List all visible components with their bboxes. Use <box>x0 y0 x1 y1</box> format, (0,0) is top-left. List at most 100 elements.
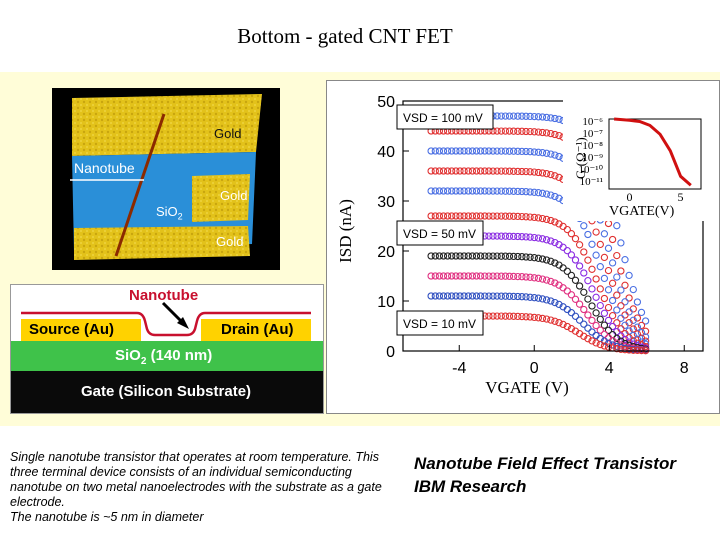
data-point <box>613 319 621 327</box>
annotation-10mv: VSD = 10 mV <box>403 317 476 331</box>
data-point <box>538 189 547 197</box>
data-point <box>443 292 452 300</box>
data-point <box>435 272 444 280</box>
data-point <box>563 322 571 331</box>
data-point <box>551 298 559 307</box>
data-point <box>580 305 588 314</box>
data-point <box>518 127 526 135</box>
data-point <box>600 230 609 238</box>
data-point <box>526 112 534 121</box>
data-point <box>460 252 468 260</box>
data-point <box>493 187 501 195</box>
data-point <box>497 167 505 175</box>
data-point <box>555 152 563 161</box>
data-point <box>526 168 534 176</box>
data-point <box>600 294 609 303</box>
data-point <box>509 232 518 241</box>
data-point <box>448 252 456 260</box>
data-point <box>571 276 580 284</box>
data-point <box>493 127 501 135</box>
data-point <box>497 272 505 280</box>
credit-org: IBM Research <box>414 477 527 496</box>
data-point <box>580 332 588 340</box>
cross-section-illustration <box>11 301 323 413</box>
data-point <box>542 256 551 264</box>
data-point <box>509 112 518 120</box>
inset-y-tick-label: 10⁻⁶ <box>582 116 603 128</box>
data-point <box>493 147 501 155</box>
data-point <box>501 272 510 280</box>
data-point <box>509 167 518 175</box>
data-point <box>431 187 439 195</box>
data-point <box>514 147 522 155</box>
data-point <box>427 147 435 155</box>
data-point <box>584 335 592 343</box>
data-point <box>547 129 555 138</box>
inset-y-tick-label: 10⁻⁹ <box>582 152 603 164</box>
data-point <box>542 170 551 178</box>
x-tick-label: -4 <box>452 360 466 377</box>
data-point <box>604 303 613 312</box>
data-point <box>600 309 609 317</box>
data-point <box>530 254 538 262</box>
data-point <box>551 218 559 226</box>
data-point <box>592 309 600 317</box>
x-tick-label: 0 <box>530 360 539 377</box>
data-point <box>518 187 526 196</box>
y-tick-label: 50 <box>377 94 395 111</box>
data-point <box>448 292 456 300</box>
data-point <box>493 232 501 240</box>
data-point <box>431 292 439 300</box>
data-point <box>435 147 444 155</box>
data-point <box>551 114 559 123</box>
data-point <box>481 187 489 195</box>
data-point <box>584 230 592 239</box>
data-point <box>563 247 571 255</box>
data-point <box>518 112 526 120</box>
caption-diameter: The nanotube is ~5 nm in diameter <box>10 510 204 524</box>
data-point <box>472 147 481 155</box>
data-point <box>542 236 551 244</box>
data-point <box>518 253 526 261</box>
data-point <box>476 212 485 220</box>
data-point <box>551 151 559 159</box>
data-point <box>518 212 526 221</box>
data-point <box>452 167 460 175</box>
data-point <box>452 272 460 280</box>
data-point <box>497 212 505 220</box>
data-point <box>633 323 642 331</box>
data-point <box>625 338 633 346</box>
data-point <box>460 147 468 155</box>
data-point <box>485 147 493 155</box>
data-point <box>514 167 522 176</box>
data-point <box>497 252 505 260</box>
data-point <box>571 256 580 264</box>
data-point <box>472 167 481 175</box>
inset-x-tick-label: 0 <box>626 190 632 204</box>
afm-label-nanotube: Nanotube <box>74 160 135 176</box>
data-point <box>522 313 530 321</box>
data-point <box>505 112 514 120</box>
data-point <box>427 167 435 175</box>
source-label: Source (Au) <box>29 321 115 338</box>
series-5 <box>427 212 650 351</box>
gold-electrode-top <box>72 94 262 156</box>
data-point <box>431 212 439 220</box>
data-point <box>526 313 534 321</box>
data-point <box>571 295 580 303</box>
afm-label-gold-bottom: Gold <box>216 234 244 249</box>
oxide-label: SiO2 (140 nm) <box>115 347 213 367</box>
series-7 <box>427 252 650 353</box>
data-point <box>485 167 493 175</box>
data-point <box>633 330 642 338</box>
data-point <box>431 252 439 260</box>
data-point <box>518 293 526 301</box>
data-point <box>509 187 518 195</box>
data-point <box>522 233 530 241</box>
data-point <box>542 276 551 284</box>
data-point <box>621 281 629 289</box>
data-point <box>542 315 551 323</box>
data-point <box>514 112 522 120</box>
data-point <box>542 296 551 304</box>
data-point <box>501 187 510 195</box>
